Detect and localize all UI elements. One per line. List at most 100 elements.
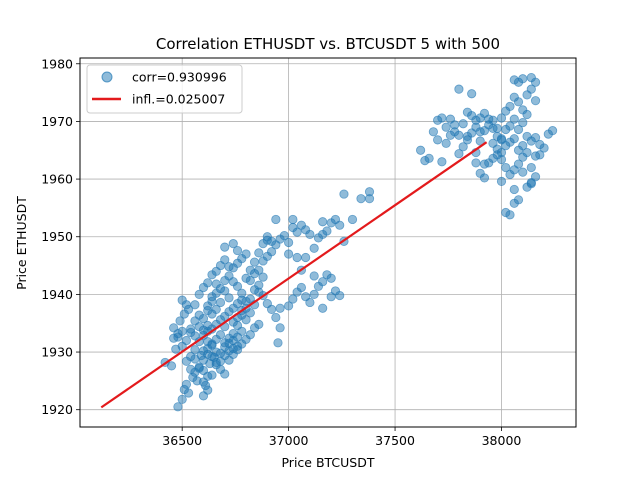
scatter-point: [433, 115, 443, 125]
x-tick-label: 38000: [482, 433, 522, 448]
scatter-point: [501, 141, 511, 151]
scatter-point: [501, 162, 511, 173]
y-tick-label: 1980: [41, 56, 73, 71]
scatter-point: [232, 281, 243, 291]
scatter-point: [249, 257, 260, 267]
scatter-point: [522, 147, 532, 158]
legend-box: [86, 64, 243, 114]
scatter-point: [522, 109, 532, 120]
scatter-point: [190, 300, 200, 310]
regression-line: [100, 141, 488, 409]
scatter-point: [488, 123, 498, 133]
scatter-point: [479, 173, 490, 183]
scatter-point: [513, 159, 524, 169]
plot-frame: [79, 57, 577, 428]
plot-area: [100, 73, 558, 412]
scatter-point: [194, 289, 204, 299]
scatter-point: [484, 158, 494, 168]
scatter-point: [198, 377, 209, 387]
scatter-point: [241, 296, 251, 306]
scatter-point: [220, 255, 230, 265]
scatter-point: [441, 122, 451, 132]
scatter-point: [513, 124, 524, 135]
scatter-point: [458, 119, 468, 129]
scatter-point: [198, 355, 209, 365]
scatter-point: [347, 214, 358, 225]
y-tick-label: 1970: [41, 114, 73, 129]
scatter-point: [220, 242, 230, 252]
scatter-point: [241, 249, 251, 259]
scatter-point: [245, 265, 255, 275]
scatter-point: [433, 135, 443, 145]
scatter-point: [322, 226, 332, 236]
legend: corr=0.930996 infl.=0.025007: [86, 64, 243, 114]
scatter-point: [454, 130, 464, 140]
scatter-point: [326, 273, 336, 283]
scatter-point: [526, 84, 536, 94]
scatter-point: [318, 303, 328, 313]
scatter-point: [273, 338, 283, 348]
x-tick-label: 37000: [269, 433, 309, 448]
scatter-point: [539, 143, 549, 153]
scatter-point: [169, 333, 179, 343]
scatter-point: [181, 300, 192, 310]
scatter-point: [249, 323, 260, 333]
y-tick-label: 1950: [41, 229, 73, 244]
scatter-point: [207, 292, 217, 302]
scatter-point: [505, 101, 515, 112]
legend-label-infl: infl.=0.025007: [132, 92, 225, 107]
scatter-point: [207, 309, 217, 319]
scatter-point: [450, 120, 460, 130]
scatter-point: [237, 326, 247, 336]
scatter-point: [437, 157, 447, 167]
scatter-point: [505, 210, 515, 220]
scatter-point: [266, 247, 277, 257]
scatter-point: [173, 402, 183, 412]
scatter-point: [530, 96, 541, 106]
scatter-point: [509, 114, 519, 124]
scatter-point: [220, 286, 230, 296]
scatter-point: [339, 189, 349, 199]
scatter-point: [284, 237, 294, 248]
scatter-point: [288, 214, 298, 225]
scatter-point: [258, 239, 268, 249]
scatter-point: [171, 344, 181, 354]
scatter-point: [296, 282, 306, 293]
scatter-point: [305, 297, 315, 308]
legend-label-corr: corr=0.930996: [132, 70, 227, 85]
scatter-point: [526, 177, 536, 188]
scatter-point: [166, 361, 177, 371]
scatter-point: [318, 217, 328, 227]
scatter-point: [309, 271, 319, 281]
scatter-point: [305, 229, 315, 240]
scatter-point: [258, 272, 268, 282]
scatter-point: [292, 252, 302, 263]
scatter-point: [326, 292, 336, 302]
scatter-point: [526, 136, 536, 146]
scatter-point: [275, 323, 285, 333]
scatter-point: [220, 338, 230, 348]
scatter-point: [237, 288, 247, 298]
scatter-point: [215, 297, 226, 308]
scatter-point: [211, 357, 221, 368]
scatter-point: [509, 198, 519, 208]
scatter-point: [309, 289, 319, 299]
scatter-point: [224, 293, 234, 303]
scatter-point: [271, 214, 281, 225]
scatter-point: [454, 149, 464, 159]
scatter-point: [424, 153, 434, 163]
scatter-point: [335, 220, 345, 230]
y-tick-label: 1960: [41, 172, 73, 187]
scatter-point: [211, 279, 221, 289]
legend-marker-scatter: [101, 71, 113, 83]
scatter-point: [194, 363, 204, 373]
scatter-point: [526, 162, 536, 173]
scatter-point: [509, 75, 519, 85]
scatter-point: [203, 301, 213, 311]
scatter-point: [416, 145, 426, 155]
scatter-point: [428, 127, 438, 137]
axis-ticks: 36500 37000 37500 38000 1920 1930 1940 1950 1960…: [41, 56, 521, 448]
scatter-point: [232, 245, 243, 256]
scatter-point: [181, 356, 192, 366]
